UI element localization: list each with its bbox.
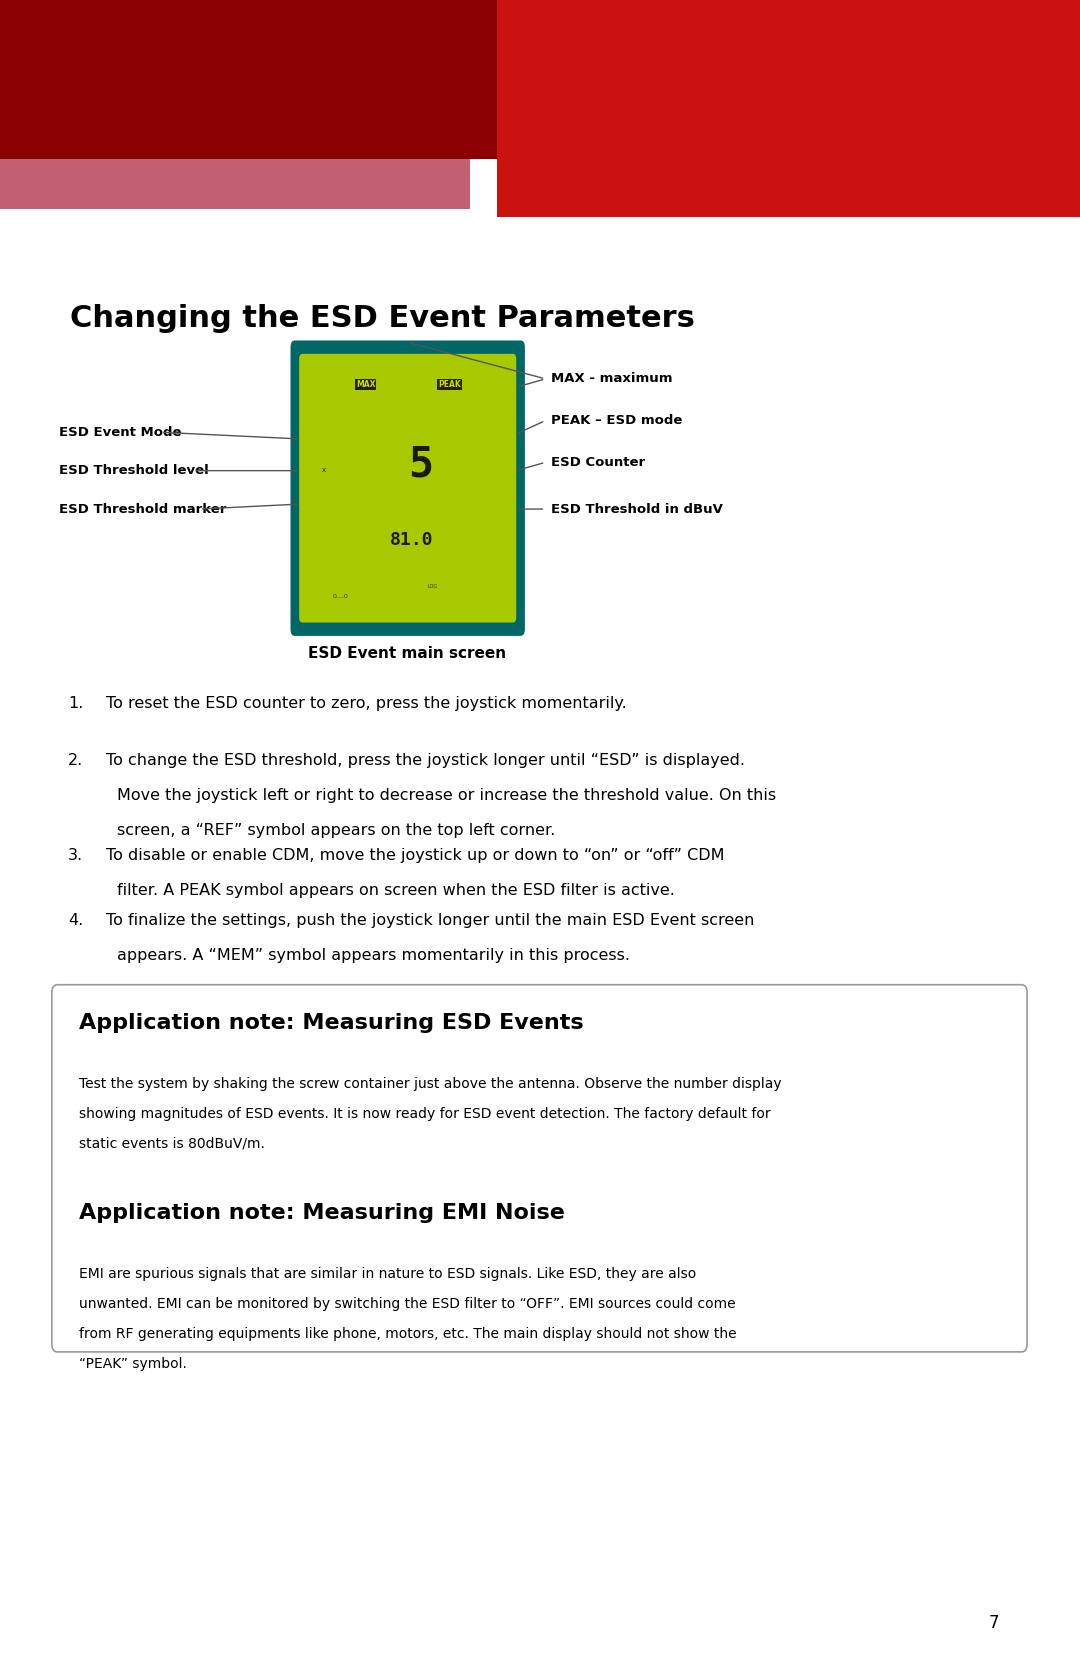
Text: EMI are spurious signals that are similar in nature to ESD signals. Like ESD, th: EMI are spurious signals that are simila…	[79, 1267, 697, 1280]
Text: To disable or enable CDM, move the joystick up or down to “on” or “off” CDM: To disable or enable CDM, move the joyst…	[106, 848, 725, 863]
Text: showing magnitudes of ESD events. It is now ready for ESD event detection. The f: showing magnitudes of ESD events. It is …	[79, 1107, 770, 1120]
Bar	[0, 159, 470, 209]
Text: 2.: 2.	[68, 753, 83, 768]
Bar	[0, 0, 497, 159]
Text: ESD Counter: ESD Counter	[551, 456, 645, 469]
Text: filter. A PEAK symbol appears on screen when the ESD filter is active.: filter. A PEAK symbol appears on screen …	[117, 883, 675, 898]
Text: appears. A “MEM” symbol appears momentarily in this process.: appears. A “MEM” symbol appears momentar…	[117, 948, 630, 963]
Text: 3.: 3.	[68, 848, 83, 863]
Text: MAX: MAX	[355, 381, 376, 389]
Text: ESD Threshold level: ESD Threshold level	[59, 464, 210, 477]
Text: To change the ESD threshold, press the joystick longer until “ESD” is displayed.: To change the ESD threshold, press the j…	[106, 753, 745, 768]
Text: ESD Event Mode: ESD Event Mode	[59, 426, 181, 439]
Text: Changing the ESD Event Parameters: Changing the ESD Event Parameters	[70, 304, 696, 332]
Text: x: x	[322, 467, 325, 472]
Text: from RF generating equipments like phone, motors, etc. The main display should n: from RF generating equipments like phone…	[79, 1327, 737, 1340]
Text: 0....0: 0....0	[333, 594, 348, 599]
Text: Application note: Measuring ESD Events: Application note: Measuring ESD Events	[79, 1013, 583, 1033]
Text: unwanted. EMI can be monitored by switching the ESD filter to “OFF”. EMI sources: unwanted. EMI can be monitored by switch…	[79, 1297, 735, 1310]
Text: Test the system by shaking the screw container just above the antenna. Observe t: Test the system by shaking the screw con…	[79, 1077, 782, 1090]
Text: “PEAK” symbol.: “PEAK” symbol.	[79, 1357, 187, 1370]
Text: PEAK – ESD mode: PEAK – ESD mode	[551, 414, 683, 427]
Text: screen, a “REF” symbol appears on the top left corner.: screen, a “REF” symbol appears on the to…	[117, 823, 555, 838]
Text: PEAK: PEAK	[438, 381, 461, 389]
Text: To reset the ESD counter to zero, press the joystick momentarily.: To reset the ESD counter to zero, press …	[106, 696, 626, 711]
Text: ESD Threshold in dBuV: ESD Threshold in dBuV	[551, 502, 723, 516]
Text: 7: 7	[988, 1614, 999, 1632]
Text: 81.0: 81.0	[390, 531, 434, 549]
Text: Move the joystick left or right to decrease or increase the threshold value. On : Move the joystick left or right to decre…	[117, 788, 775, 803]
FancyBboxPatch shape	[291, 340, 525, 636]
FancyBboxPatch shape	[299, 354, 516, 623]
Text: 1.: 1.	[68, 696, 83, 711]
Text: Application note: Measuring EMI Noise: Application note: Measuring EMI Noise	[79, 1203, 565, 1223]
Text: static events is 80dBuV/m.: static events is 80dBuV/m.	[79, 1137, 265, 1150]
FancyBboxPatch shape	[52, 985, 1027, 1352]
Text: 4.: 4.	[68, 913, 83, 928]
Text: ESD Event main screen: ESD Event main screen	[308, 646, 507, 661]
Text: MAX - maximum: MAX - maximum	[551, 372, 672, 386]
Bar	[497, 0, 1080, 217]
Text: To finalize the settings, push the joystick longer until the main ESD Event scre: To finalize the settings, push the joyst…	[106, 913, 754, 928]
Text: 5: 5	[408, 444, 433, 486]
Text: LOG: LOG	[428, 584, 438, 589]
Text: ESD Threshold marker: ESD Threshold marker	[59, 502, 227, 516]
